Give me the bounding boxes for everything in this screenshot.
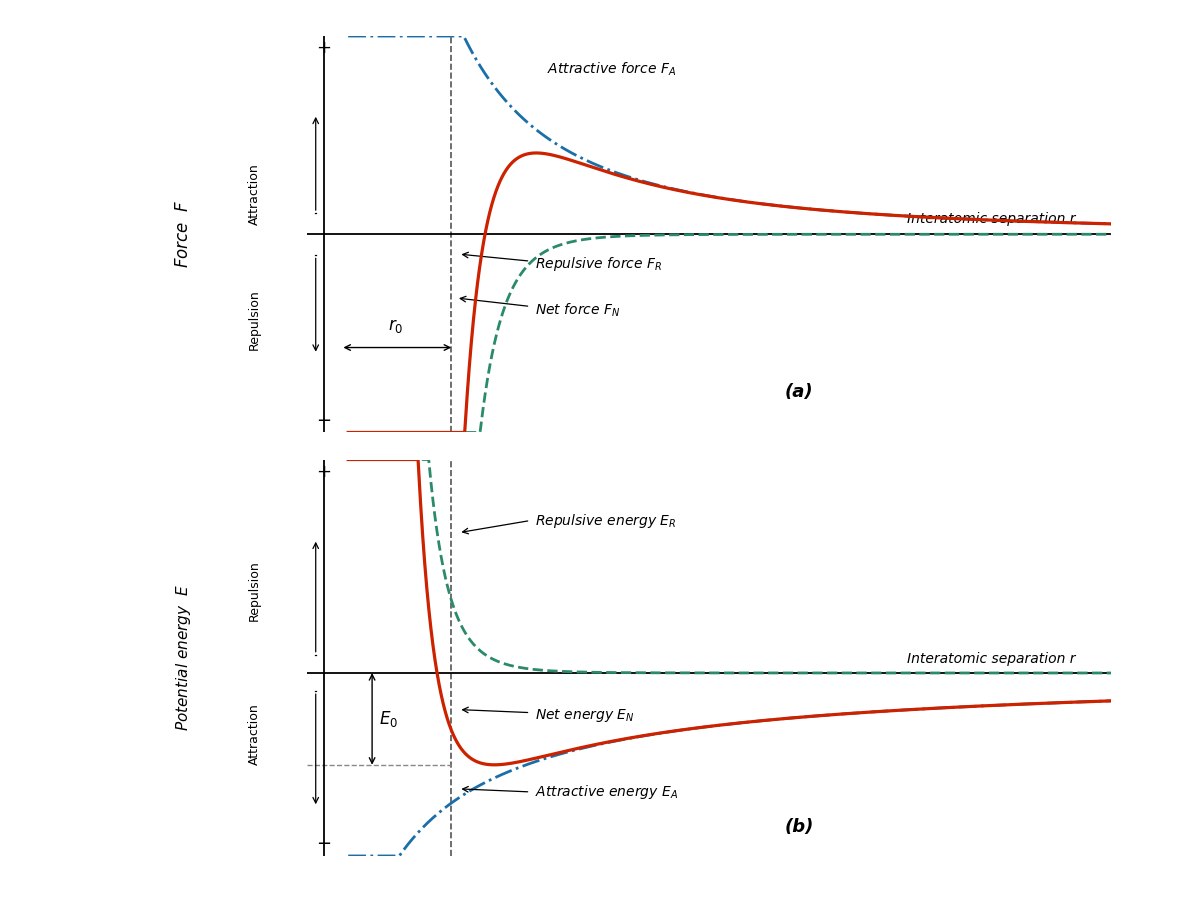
Text: +: + [317, 463, 332, 481]
Text: Interatomic separation r: Interatomic separation r [907, 651, 1076, 666]
Text: Repulsion: Repulsion [248, 289, 260, 350]
Text: Attractive force $F_A$: Attractive force $F_A$ [547, 61, 676, 78]
Text: (a): (a) [785, 383, 813, 401]
Text: Repulsion: Repulsion [248, 560, 260, 621]
Text: Net force $F_N$: Net force $F_N$ [535, 302, 621, 319]
Text: Attractive energy $E_A$: Attractive energy $E_A$ [535, 783, 678, 801]
Text: $E_0$: $E_0$ [379, 709, 398, 729]
Text: (b): (b) [785, 817, 814, 835]
Text: +: + [317, 39, 332, 57]
Text: −: − [317, 835, 332, 853]
Text: Force  $F$: Force $F$ [174, 200, 193, 268]
Text: Repulsive energy $E_R$: Repulsive energy $E_R$ [535, 512, 677, 530]
Text: Repulsive force $F_R$: Repulsive force $F_R$ [535, 256, 663, 274]
Text: −: − [317, 412, 332, 430]
Text: Interatomic separation r: Interatomic separation r [907, 212, 1076, 226]
Text: Net energy $E_N$: Net energy $E_N$ [535, 706, 635, 724]
Text: $r_0$: $r_0$ [389, 317, 404, 335]
Text: Potential energy  $E$: Potential energy $E$ [174, 584, 193, 732]
Text: Attraction: Attraction [248, 704, 260, 765]
Text: Attraction: Attraction [248, 163, 260, 224]
